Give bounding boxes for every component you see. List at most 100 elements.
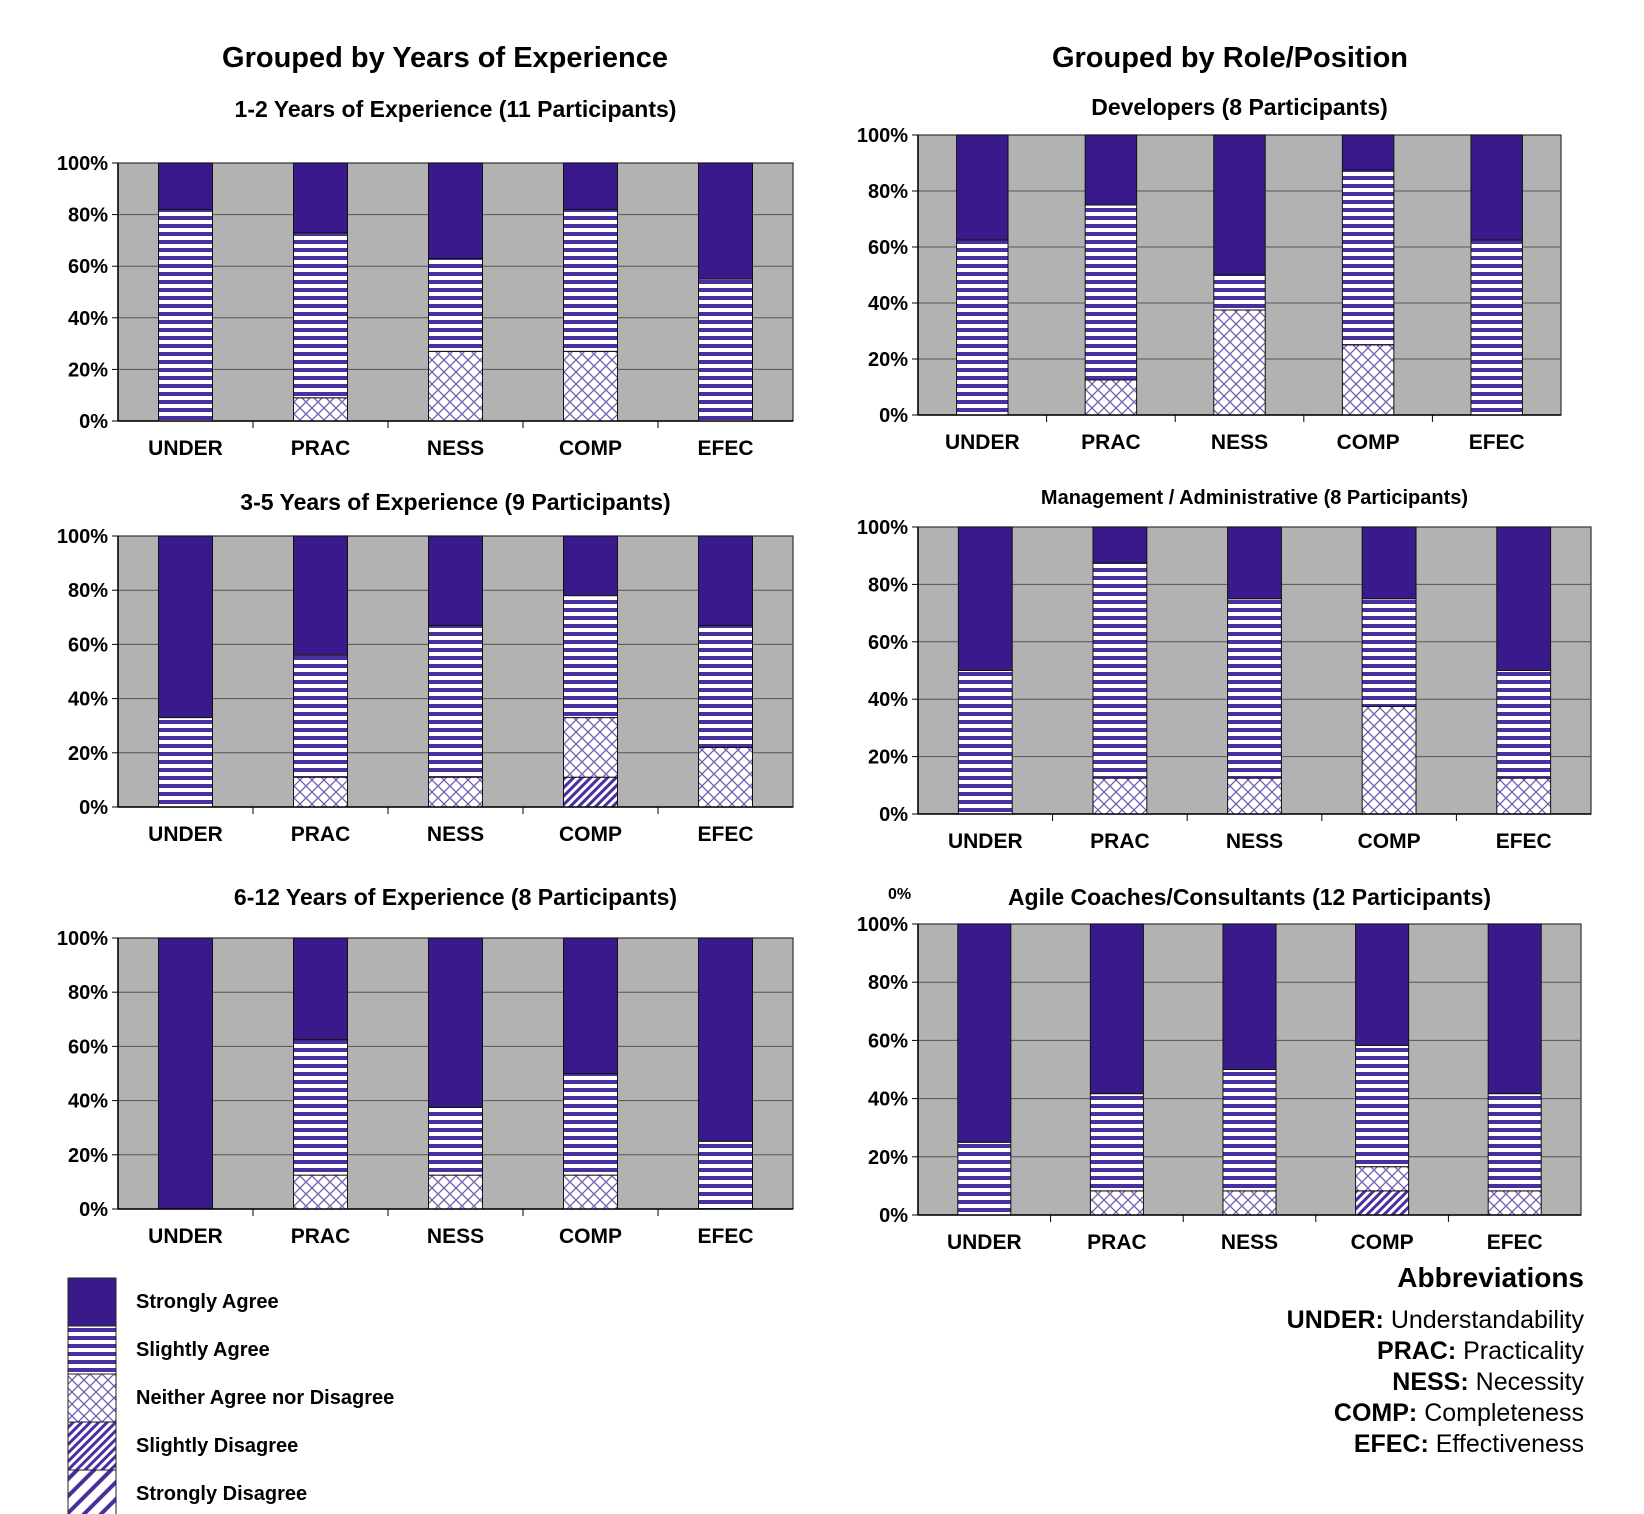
- bar-segment-neither-agree-nor-disagree-ness: [428, 776, 483, 808]
- abbreviation-prac: PRAC: Practicality: [1287, 1336, 1584, 1367]
- bar-segment-slightly-agree-comp: [1355, 1044, 1410, 1168]
- abbreviation-ness: NESS: Necessity: [1287, 1367, 1584, 1398]
- legend: Strongly Agree Slightly Agree Neither Agre…: [67, 1277, 394, 1514]
- bar-segment-strongly-agree-ness: [1227, 526, 1282, 600]
- x-tick-label: NESS: [1226, 830, 1283, 853]
- bar-segment-strongly-agree-efec: [698, 535, 753, 626]
- bar-segment-slightly-agree-ness: [428, 1106, 483, 1176]
- y-tick-label: 20%: [68, 359, 108, 381]
- bar-segment-slightly-agree-under: [957, 670, 1013, 815]
- bar-segment-slightly-agree-under: [158, 208, 213, 422]
- x-tick-label: NESS: [1221, 1231, 1278, 1254]
- charts: 1-2 Years of Experience (11 Participants…: [57, 94, 1592, 1254]
- x-tick-label: NESS: [427, 1225, 484, 1248]
- legend-swatch-slightly-disagree: [67, 1421, 117, 1471]
- bar-segment-neither-agree-nor-disagree-efec: [1496, 777, 1552, 815]
- chart-title: 1-2 Years of Experience (11 Participants…: [235, 96, 677, 122]
- bar-segment-strongly-agree-efec: [1496, 526, 1552, 671]
- bar-segment-slightly-agree-efec: [698, 278, 753, 422]
- x-tick-label: PRAC: [1081, 431, 1141, 454]
- y-tick-label: 0%: [879, 405, 908, 427]
- legend-label-strongly-disagree: Strongly Disagree: [136, 1483, 307, 1505]
- bar-segment-strongly-agree-efec: [698, 937, 753, 1142]
- y-tick-label: 60%: [68, 634, 108, 656]
- left-column-heading: Grouped by Years of Experience: [222, 42, 668, 74]
- y-tick-label: 100%: [57, 526, 108, 548]
- y-tick-label: 80%: [68, 580, 108, 602]
- y-tick-label: 0%: [879, 1205, 908, 1227]
- y-tick-label: 0%: [79, 411, 108, 433]
- x-tick-label: EFEC: [697, 823, 753, 846]
- bar-segment-slightly-agree-ness: [1213, 274, 1266, 311]
- abbreviation-under: UNDER: Understandability: [1287, 1305, 1584, 1336]
- bar-segment-slightly-agree-ness: [428, 257, 483, 352]
- bar-segment-neither-agree-nor-disagree-efec: [698, 746, 753, 808]
- bar-segment-slightly-agree-efec: [698, 1140, 753, 1210]
- bar-segment-strongly-agree-under: [957, 526, 1013, 671]
- y-tick-label: 60%: [868, 1030, 908, 1052]
- bar-segment-strongly-agree-comp: [563, 162, 618, 210]
- bar-segment-neither-agree-nor-disagree-prac: [293, 397, 348, 422]
- bar-segment-strongly-agree-comp: [1361, 526, 1417, 600]
- bar-segment-slightly-agree-efec: [1496, 670, 1552, 779]
- y-tick-label: 80%: [68, 982, 108, 1004]
- bar-segment-neither-agree-nor-disagree-prac: [1089, 1190, 1144, 1216]
- x-tick-label: NESS: [427, 437, 484, 460]
- y-tick-label: 20%: [68, 743, 108, 765]
- y-tick-label: 100%: [857, 914, 908, 936]
- y-tick-label: 60%: [868, 237, 908, 259]
- x-tick-label: PRAC: [291, 437, 351, 460]
- abbreviation-meaning: Necessity: [1468, 1368, 1584, 1396]
- bar-segment-strongly-agree-efec: [1487, 923, 1542, 1095]
- bar-segment-neither-agree-nor-disagree-prac: [1092, 777, 1148, 815]
- chart-3-5-years-of-experience-9-participants: 3-5 Years of Experience (9 Participants)…: [57, 489, 794, 846]
- y-tick-label: 80%: [868, 181, 908, 203]
- abbreviation-efec: EFEC: Effectiveness: [1287, 1429, 1584, 1460]
- abbreviations-box: Abbreviations UNDER: Understandability PR…: [1287, 1262, 1584, 1460]
- bar-segment-strongly-agree-ness: [428, 162, 483, 259]
- y-tick-label: 60%: [68, 256, 108, 278]
- x-tick-label: UNDER: [148, 1225, 223, 1248]
- bar-segment-slightly-agree-efec: [698, 624, 753, 748]
- y-tick-label: 40%: [68, 1091, 108, 1113]
- bar-segment-slightly-agree-ness: [1222, 1069, 1277, 1192]
- x-tick-label: COMP: [559, 437, 622, 460]
- bar-segment-strongly-agree-ness: [428, 535, 483, 626]
- bar-segment-slightly-agree-prac: [293, 1039, 348, 1176]
- x-tick-label: EFEC: [697, 437, 753, 460]
- x-tick-label: EFEC: [697, 1225, 753, 1248]
- bar-segment-neither-agree-nor-disagree-ness: [1227, 777, 1282, 815]
- abbreviations-title: Abbreviations: [1397, 1262, 1584, 1293]
- bar-segment-neither-agree-nor-disagree-comp: [1361, 705, 1417, 815]
- abbreviation-code: UNDER:: [1286, 1306, 1384, 1334]
- bar-segment-slightly-agree-prac: [1089, 1093, 1144, 1192]
- y-tick-label: 80%: [868, 574, 908, 596]
- legend-label-strongly-agree: Strongly Agree: [136, 1291, 279, 1313]
- x-tick-label: UNDER: [945, 431, 1020, 454]
- bar-segment-neither-agree-nor-disagree-comp: [1355, 1166, 1410, 1192]
- bar-segment-neither-agree-nor-disagree-comp: [563, 717, 618, 778]
- x-tick-label: NESS: [427, 823, 484, 846]
- y-tick-label: 60%: [68, 1036, 108, 1058]
- abbreviation-code: COMP:: [1333, 1399, 1418, 1427]
- chart-title: Developers (8 Participants): [1091, 94, 1388, 120]
- chart-title: 3-5 Years of Experience (9 Participants): [240, 489, 670, 515]
- legend-swatch-strongly-disagree: [67, 1469, 117, 1514]
- bar-segment-strongly-agree-efec: [698, 162, 753, 280]
- bar-segment-neither-agree-nor-disagree-ness: [428, 350, 483, 422]
- bar-segment-slightly-agree-efec: [1487, 1093, 1542, 1192]
- bar-segment-strongly-agree-under: [956, 134, 1009, 241]
- y-tick-label: 0%: [879, 804, 908, 826]
- chart-6-12-years-of-experience-8-participants: 6-12 Years of Experience (8 Participants…: [57, 884, 794, 1248]
- x-tick-label: PRAC: [1087, 1231, 1147, 1254]
- bar-segment-slightly-agree-ness: [1227, 598, 1282, 779]
- bar-segment-slightly-agree-under: [158, 717, 213, 808]
- bar-segment-slightly-disagree-comp: [1355, 1190, 1410, 1216]
- chart-management-administrative-8-participants: Management / Administrative (8 Participa…: [857, 487, 1592, 853]
- legend-label-slightly-agree: Slightly Agree: [136, 1339, 270, 1361]
- bar-segment-strongly-agree-prac: [1092, 526, 1148, 564]
- x-tick-label: UNDER: [947, 1231, 1022, 1254]
- bar-segment-strongly-agree-comp: [563, 937, 618, 1074]
- bar-segment-strongly-agree-prac: [293, 937, 348, 1041]
